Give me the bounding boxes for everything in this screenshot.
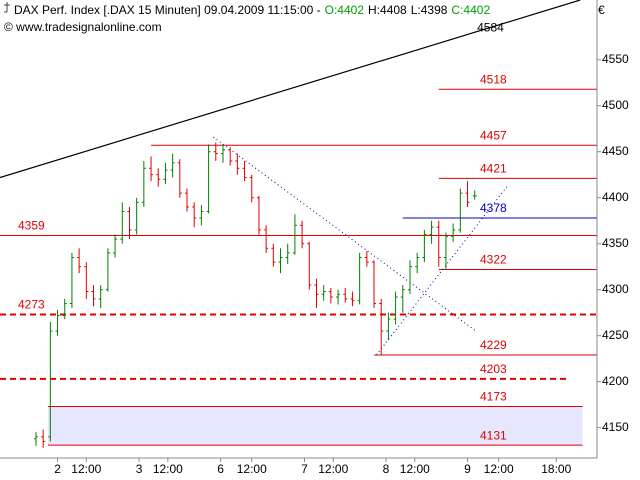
header: DAX Perf. Index [.DAX 15 Minuten] 09.04.… bbox=[14, 3, 490, 17]
chart-title: DAX Perf. Index [.DAX 15 Minuten] 09.04.… bbox=[14, 3, 321, 17]
x-tick-label: 12:00 bbox=[400, 462, 430, 476]
ohlc-value: O:4402 bbox=[325, 3, 365, 17]
level-label: 4378 bbox=[480, 201, 507, 215]
level-label: 4173 bbox=[480, 390, 507, 404]
level-label: 4457 bbox=[480, 128, 507, 142]
level-label: 4273 bbox=[18, 298, 45, 312]
level-label: 4421 bbox=[480, 162, 507, 176]
x-tick-label: 7 bbox=[301, 462, 308, 476]
y-tick-label: 4250 bbox=[602, 328, 629, 342]
y-tick-label: 4550 bbox=[602, 52, 629, 66]
trendline bbox=[0, 0, 581, 179]
level-label: 4322 bbox=[480, 253, 507, 267]
x-tick-label: 12:00 bbox=[318, 462, 348, 476]
y-tick-label: 4450 bbox=[602, 144, 629, 158]
y-tick-label: 4150 bbox=[602, 420, 629, 434]
y-tick-label: 4350 bbox=[602, 236, 629, 250]
ohlc-value: C:4402 bbox=[451, 3, 490, 17]
x-tick-label: 6 bbox=[217, 462, 224, 476]
ohlc-value: L:4398 bbox=[411, 3, 448, 17]
x-tick-label: 12:00 bbox=[237, 462, 267, 476]
level-label: 4229 bbox=[480, 338, 507, 352]
level-label: 4518 bbox=[480, 72, 507, 86]
x-tick-label: 3 bbox=[136, 462, 143, 476]
ohlc-value: H:4408 bbox=[368, 3, 407, 17]
x-tick-label: 9 bbox=[464, 462, 471, 476]
chart-icon bbox=[4, 2, 10, 13]
y-tick-label: 4200 bbox=[602, 374, 629, 388]
source: © www.tradesignalonline.com bbox=[4, 20, 162, 34]
y-tick-label: 4500 bbox=[602, 98, 629, 112]
y-tick-label: 4400 bbox=[602, 190, 629, 204]
plot-area: 4518 4457 4421 4378 4359 4322 4273 4229 4203 4173… bbox=[0, 0, 597, 448]
x-tick-label: 12:00 bbox=[153, 462, 183, 476]
level-label: 4131 bbox=[480, 428, 507, 442]
level-label: 4203 bbox=[480, 362, 507, 376]
level-label: 4359 bbox=[18, 219, 45, 233]
x-tick-label: 2 bbox=[54, 462, 61, 476]
y-tick-label: 4300 bbox=[602, 282, 629, 296]
trendline-label: 4584 bbox=[477, 21, 504, 35]
x-tick-label: 12:00 bbox=[71, 462, 101, 476]
x-tick-label: 12:00 bbox=[484, 462, 514, 476]
currency: € bbox=[598, 3, 605, 17]
x-tick-label: 8 bbox=[383, 462, 390, 476]
zone bbox=[47, 406, 583, 446]
x-tick-label: 18:00 bbox=[541, 462, 571, 476]
